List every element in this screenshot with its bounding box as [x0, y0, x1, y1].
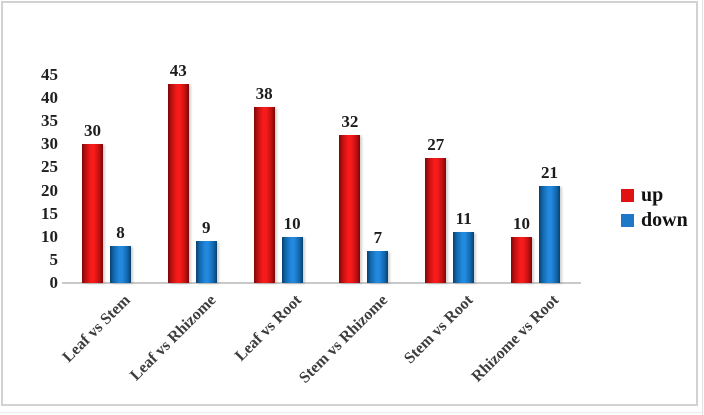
y-axis-tick-label: 15	[41, 203, 58, 223]
bar-value-label: 9	[202, 218, 211, 238]
bar-value-label: 30	[84, 121, 101, 141]
bar-up	[511, 236, 532, 283]
y-axis-tick-label: 25	[41, 157, 58, 177]
bar-value-label: 10	[283, 213, 301, 233]
legend: up down	[621, 183, 688, 233]
bar-value-label: 38	[255, 84, 273, 104]
legend-swatch-up	[621, 189, 634, 202]
bar-down	[195, 241, 217, 283]
bar-value-label: 27	[427, 135, 445, 155]
y-axis-tick-label: 30	[41, 134, 58, 154]
bar-value-label: 7	[373, 227, 383, 247]
legend-item-up: up	[621, 183, 688, 208]
y-axis-tick-label: 5	[49, 249, 59, 269]
bar-value-label: 32	[341, 112, 359, 132]
legend-swatch-down	[621, 214, 634, 227]
bar-up	[82, 144, 103, 283]
figure-bottom-edge	[0, 412, 704, 413]
bar-value-label: 21	[541, 162, 558, 182]
y-axis-tick-label: 10	[41, 226, 58, 246]
y-axis-tick-label: 35	[41, 111, 58, 131]
figure-right-edge	[702, 0, 703, 415]
bar-down	[539, 185, 560, 283]
bar-up	[167, 84, 189, 283]
bar-down	[367, 250, 389, 283]
legend-item-down: down	[621, 208, 688, 233]
y-axis-tick-label: 20	[41, 180, 58, 200]
y-axis-tick-label: 40	[41, 88, 58, 108]
bar-down	[110, 246, 131, 283]
bar-value-label: 43	[169, 61, 187, 81]
x-axis-line	[62, 282, 581, 284]
y-axis-tick-label: 45	[41, 65, 58, 84]
legend-label-down: down	[641, 209, 688, 231]
y-axis-tick-label: 0	[49, 273, 59, 292]
bar-value-label: 10	[513, 213, 530, 233]
legend-label-up: up	[641, 184, 664, 206]
bar-up	[339, 135, 361, 283]
bar-up	[253, 107, 275, 283]
bar-up	[425, 158, 447, 283]
bar-value-label: 8	[116, 223, 125, 243]
bar-down	[281, 236, 303, 283]
bar-value-label: 11	[455, 209, 472, 229]
bar-down	[453, 232, 475, 283]
